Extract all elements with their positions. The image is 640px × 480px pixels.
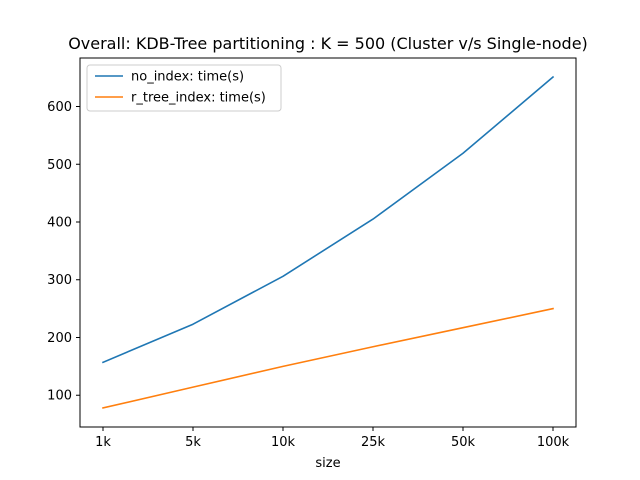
series-line-1 [102, 307, 554, 409]
x-tick-label-0: 1k [95, 435, 111, 450]
x-axis-label: size [315, 456, 340, 471]
legend: no_index: time(s) r_tree_index: time(s) [86, 64, 282, 112]
y-tick-label-5: 600 [47, 100, 72, 115]
x-tick-label-3: 25k [361, 435, 386, 450]
legend-box [86, 64, 282, 112]
x-tick-label-5: 100k [537, 435, 570, 450]
chart-title: Overall: KDB-Tree partitioning : K = 500… [68, 34, 588, 53]
plot-area: 1k 5k 10k 25k 50k 100k 100 200 300 400 500 600 [47, 57, 577, 450]
y-tick-label-3: 400 [47, 216, 72, 231]
y-tick-label-4: 500 [47, 158, 72, 173]
y-tick-label-1: 200 [47, 331, 72, 346]
x-tick-label-1: 5k [185, 435, 201, 450]
plot-frame [79, 57, 577, 428]
x-tick-label-2: 10k [271, 435, 296, 450]
legend-label-0: no_index: time(s) [131, 70, 244, 85]
x-tick-label-4: 50k [451, 435, 476, 450]
y-tick-label-2: 300 [47, 273, 72, 288]
series-line-0 [101, 75, 555, 364]
legend-label-1: r_tree_index: time(s) [131, 91, 266, 106]
y-tick-label-0: 100 [47, 389, 72, 404]
